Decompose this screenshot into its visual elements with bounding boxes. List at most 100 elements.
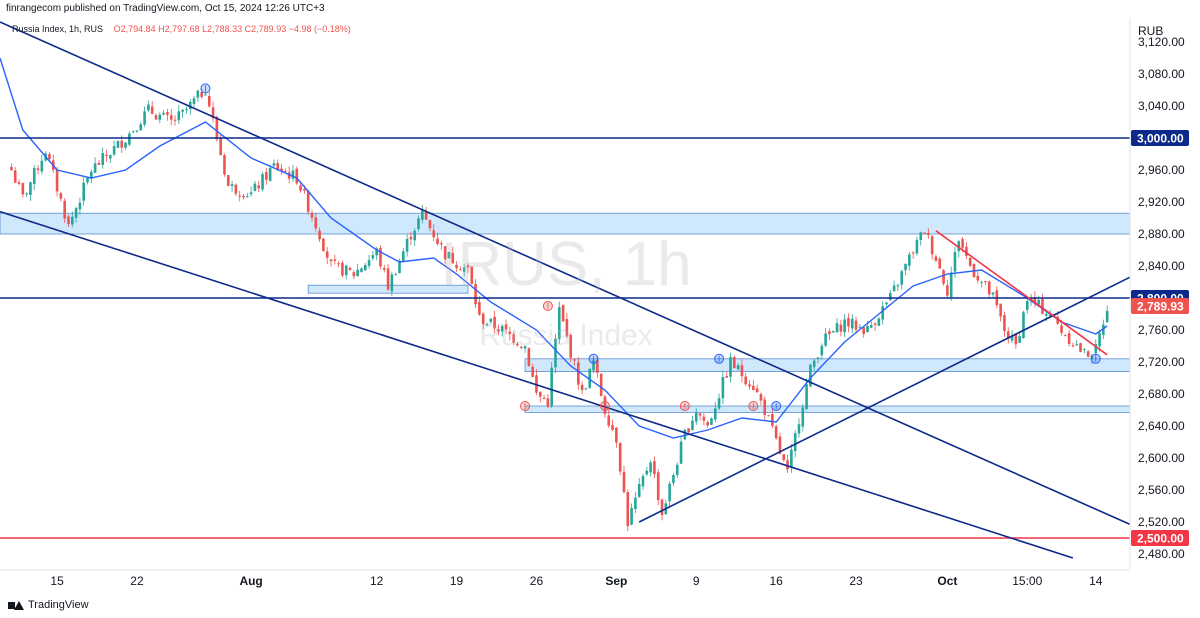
- candle-body: [318, 230, 321, 240]
- price-tick-label: 2,680.00: [1138, 387, 1185, 401]
- candle-body: [717, 398, 721, 409]
- candle-body: [1064, 335, 1067, 337]
- candle-body: [341, 262, 344, 276]
- candle-body: [828, 331, 831, 335]
- candle-body: [869, 325, 873, 328]
- candle-body: [36, 168, 40, 170]
- candle-body: [306, 190, 310, 212]
- candle-body: [702, 416, 706, 421]
- symbol-line: Russia Index, 1h, RUS: [12, 24, 103, 34]
- candle-body: [497, 329, 500, 332]
- horizontal-levels: [0, 137, 1130, 539]
- candle-body: [557, 307, 561, 340]
- candle-body: [386, 268, 390, 290]
- pivot-marker-5: [679, 401, 690, 411]
- time-tick-label: 14: [1089, 574, 1103, 588]
- candle-body: [1079, 343, 1082, 352]
- candle-body: [272, 163, 276, 166]
- candle-body: [200, 92, 203, 97]
- candle-body: [265, 172, 268, 180]
- candle-body: [911, 252, 915, 254]
- candle-body: [451, 252, 455, 264]
- candle-body: [295, 168, 299, 184]
- candle-body: [774, 426, 778, 439]
- candle-body: [801, 407, 805, 427]
- candle-body: [1006, 331, 1010, 339]
- candle-body: [976, 275, 980, 281]
- candle-body: [150, 106, 154, 114]
- candle-body: [29, 182, 32, 195]
- candle-body: [382, 268, 386, 270]
- candle-body: [455, 264, 458, 269]
- pivot-markers: [200, 83, 1101, 411]
- time-tick-label: Oct: [937, 574, 957, 588]
- candle-body: [246, 196, 249, 198]
- candle-body: [367, 260, 371, 266]
- candle-body: [740, 365, 744, 377]
- candle-body: [322, 238, 325, 252]
- candle-body: [185, 109, 188, 111]
- candle-body: [82, 182, 86, 201]
- candle-body: [1083, 349, 1086, 351]
- price-tick-label: 2,600.00: [1138, 451, 1185, 465]
- candle-body: [771, 414, 774, 426]
- candle-body: [1067, 333, 1071, 344]
- candle-body: [230, 184, 234, 187]
- candle-body: [401, 251, 405, 261]
- price-chart[interactable]: IRUS, 1h Russia Index Russia Index, 1h, …: [0, 0, 1200, 598]
- candle-body: [531, 366, 534, 377]
- candle-body: [596, 360, 599, 373]
- time-tick-label: Aug: [239, 574, 262, 588]
- candle-body: [991, 292, 995, 295]
- candle-body: [261, 174, 264, 190]
- candle-body: [645, 470, 649, 475]
- candle-body: [21, 183, 25, 195]
- candle-body: [797, 424, 801, 434]
- candle-body: [128, 133, 131, 145]
- candle-body: [120, 140, 124, 148]
- candle-body: [824, 333, 827, 346]
- candle-body: [866, 325, 869, 333]
- svg-text:2,500.00: 2,500.00: [1137, 532, 1184, 546]
- candle-body: [980, 281, 983, 283]
- candle-body: [234, 184, 238, 194]
- candle-body: [816, 357, 820, 359]
- time-tick-label: 23: [849, 574, 863, 588]
- symbol-legend: Russia Index, 1h, RUS O2,794.84 H2,797.6…: [12, 24, 351, 34]
- candle-body: [116, 140, 120, 148]
- candle-body: [504, 324, 508, 330]
- candle-body: [1044, 313, 1048, 316]
- candle-body: [249, 192, 253, 195]
- candle-body: [409, 236, 413, 240]
- candle-body: [889, 292, 892, 301]
- candle-body: [242, 195, 245, 198]
- candle-body: [729, 357, 732, 377]
- candle-body: [428, 220, 432, 229]
- candle-body: [961, 239, 964, 248]
- candle-body: [97, 162, 101, 165]
- candle-body: [805, 384, 808, 409]
- candle-body: [356, 269, 359, 277]
- candle-body: [223, 155, 226, 175]
- candle-body: [474, 283, 477, 305]
- candle-body: [215, 116, 219, 140]
- candle-body: [588, 368, 592, 388]
- watermark-ticker: IRUS, 1h: [440, 230, 692, 299]
- candle-body: [284, 170, 287, 172]
- price-ticks: 3,120.00 3,080.00 3,040.00 2,960.00 2,920.00…: [1138, 35, 1185, 561]
- tradingview-footer[interactable]: TradingView: [8, 599, 89, 611]
- time-tick-label: 26: [530, 574, 544, 588]
- candle-body: [668, 483, 671, 502]
- price-tick-label: 2,560.00: [1138, 483, 1185, 497]
- candle-body: [554, 338, 557, 368]
- candle-body: [1037, 299, 1040, 305]
- candle-body: [325, 251, 329, 258]
- candle-body: [812, 360, 816, 368]
- candle-body: [862, 327, 865, 334]
- candle-body: [1056, 316, 1060, 324]
- candle-body: [196, 90, 200, 98]
- candle-body: [736, 365, 740, 370]
- candle-body: [1018, 336, 1021, 343]
- candle-body: [173, 119, 177, 121]
- candle-body: [752, 385, 755, 391]
